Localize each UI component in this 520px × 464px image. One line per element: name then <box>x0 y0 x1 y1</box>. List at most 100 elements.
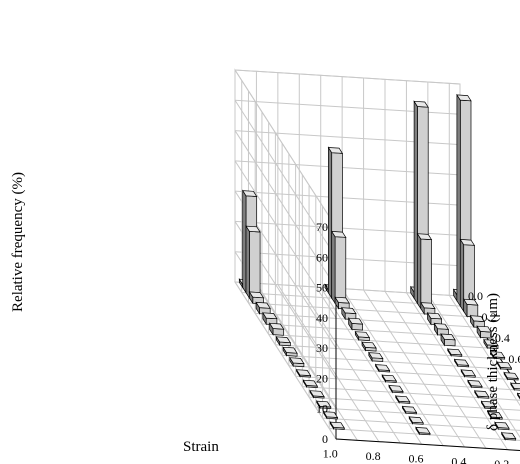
strain-tick-label: 1.0 <box>323 446 338 460</box>
bar-top-face <box>242 190 258 197</box>
x-axis-title: Strain <box>183 439 219 455</box>
bar <box>453 358 470 368</box>
floor-gridline <box>448 295 520 407</box>
bar <box>447 347 463 357</box>
bar <box>368 351 384 363</box>
floor-gridline <box>427 293 520 439</box>
bar <box>316 399 332 410</box>
bar <box>440 332 456 347</box>
bar-front-face <box>444 338 456 347</box>
bar <box>416 232 433 310</box>
bar-top-face <box>302 379 318 387</box>
bars <box>238 93 520 441</box>
bar-top-face <box>459 239 476 246</box>
floor-gridline <box>406 292 508 450</box>
bar <box>347 316 364 331</box>
bar-top-face <box>295 369 312 376</box>
bar-top-face <box>275 336 292 344</box>
bar-front-face <box>334 236 347 305</box>
bar-top-face <box>447 348 463 356</box>
bar-top-face <box>282 346 298 354</box>
z-tick-label: 50 <box>316 281 328 295</box>
bar-side-face <box>245 224 250 300</box>
bar <box>494 421 510 431</box>
floor-gridline <box>363 289 465 448</box>
z-tick-label: 40 <box>316 311 328 325</box>
bar <box>255 301 271 315</box>
bar-front-face <box>351 323 363 331</box>
bar <box>341 306 357 321</box>
floor-gridline <box>302 386 520 401</box>
floor-gridline <box>288 365 514 381</box>
bar <box>469 314 486 329</box>
bar-top-face <box>262 312 278 320</box>
bar-top-face <box>483 339 499 346</box>
floor-gridline <box>275 344 501 360</box>
bar <box>322 410 339 420</box>
floor-gridline <box>268 333 494 349</box>
bar <box>295 368 312 378</box>
bar-top-face <box>309 390 325 397</box>
z-tick-label: 60 <box>316 250 328 264</box>
z-gridline <box>234 160 337 319</box>
bar <box>474 389 490 399</box>
thickness-tick-label: 0.4 <box>495 331 510 345</box>
bar-top-face <box>489 351 506 358</box>
bar-top-face <box>347 317 364 325</box>
bar-side-face <box>331 230 336 305</box>
floor-gridline <box>282 354 508 370</box>
floor-gridline <box>309 396 520 411</box>
z-tick-label: 70 <box>316 220 328 234</box>
x-axis-line <box>335 438 520 451</box>
bar-side-face <box>459 238 465 313</box>
bar-top-face <box>361 341 377 349</box>
bar <box>282 346 298 357</box>
bar <box>395 394 411 404</box>
strain-tick-label: 0.4 <box>451 454 466 464</box>
bar <box>420 301 436 316</box>
floor-gridline <box>295 375 520 391</box>
bar-top-face <box>354 331 371 338</box>
bar-top-face <box>416 233 433 240</box>
bar <box>433 322 450 337</box>
bar-top-face <box>368 352 384 359</box>
floor-gridline <box>256 283 358 441</box>
bar-top-face <box>329 421 345 429</box>
z-gridline <box>234 130 337 288</box>
thickness-tick-label: 0.2 <box>481 310 496 324</box>
thickness-tick-label: 0.6 <box>508 352 520 366</box>
bar <box>331 230 347 305</box>
bar-top-face <box>480 400 497 408</box>
y-axis-title: δ phase thickness (μm) <box>485 293 501 431</box>
bar-top-face <box>433 323 450 330</box>
bar-top-face <box>476 325 492 333</box>
bar-top-face <box>395 395 411 403</box>
thickness-tick-label: 0.0 <box>468 289 483 303</box>
bar-top-face <box>467 380 483 387</box>
bar-top-face <box>500 432 517 439</box>
z-tick-label: 20 <box>316 371 328 385</box>
bar <box>361 340 377 352</box>
bar <box>480 400 497 410</box>
bar <box>302 378 318 389</box>
bar <box>467 379 483 389</box>
floor-gridline <box>384 291 487 449</box>
bar-top-face <box>341 307 357 314</box>
bar-top-face <box>453 359 470 366</box>
bar <box>401 405 418 415</box>
bar-top-face <box>440 333 456 341</box>
bar <box>500 431 517 441</box>
floor-gridline <box>320 287 423 445</box>
z-gridline <box>234 69 461 85</box>
bar <box>354 330 371 342</box>
bar-top-face <box>255 302 271 309</box>
bar-top-face <box>331 231 347 238</box>
bar-top-face <box>496 361 513 369</box>
bar-top-face <box>374 364 391 371</box>
bar-top-face <box>426 312 443 320</box>
z-axis-title: Relative frequency (%) <box>10 172 26 312</box>
bar-top-face <box>463 298 479 306</box>
bar-top-face <box>469 315 486 322</box>
bar <box>487 410 503 420</box>
